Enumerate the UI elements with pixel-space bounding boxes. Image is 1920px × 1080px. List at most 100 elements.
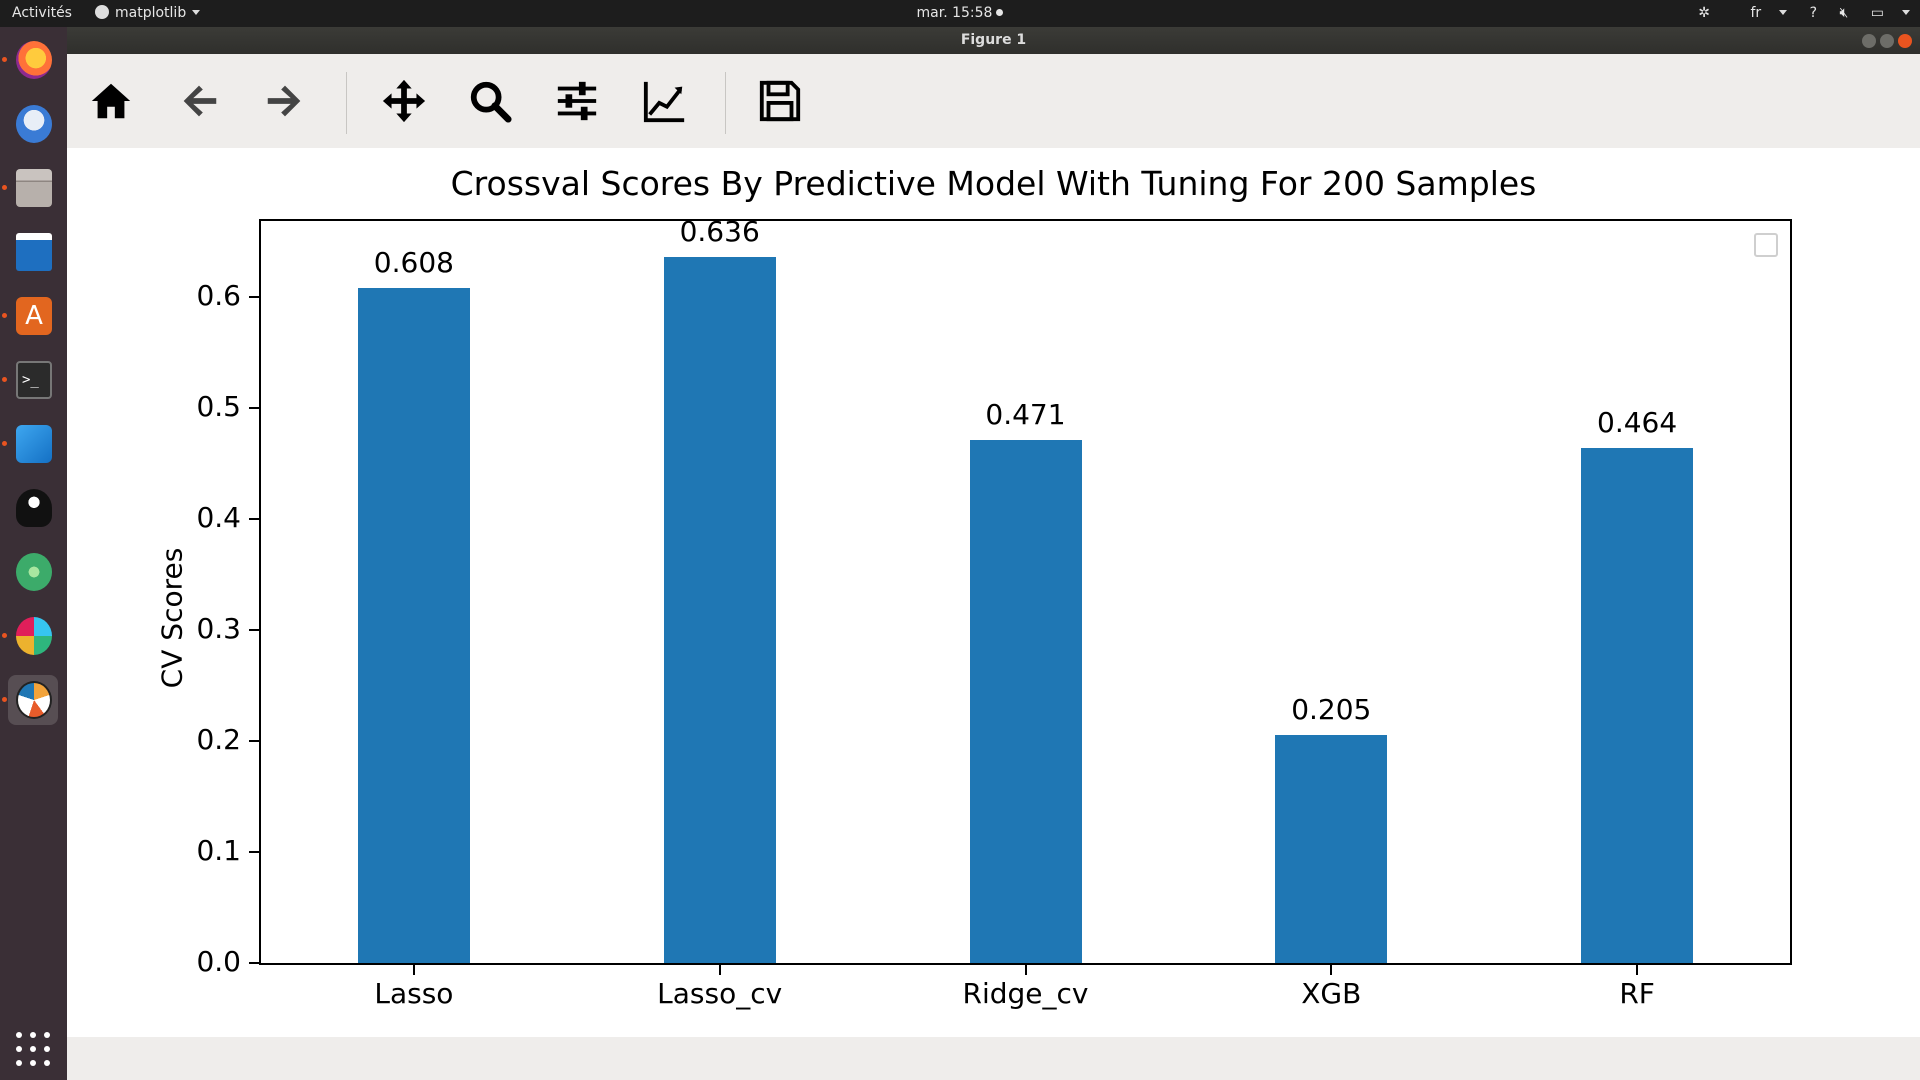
y-tick-label: 0.1 <box>196 833 241 867</box>
bar-lasso <box>357 287 470 963</box>
edit-axes-button[interactable] <box>637 73 693 129</box>
dock-item-software[interactable]: A <box>2 291 58 341</box>
show-applications-icon[interactable] <box>16 1032 50 1066</box>
dock-item-vscode[interactable] <box>2 419 58 469</box>
dock-item-thunderbird[interactable] <box>8 99 58 149</box>
matplotlib-app-icon <box>95 5 109 19</box>
y-tick-label: 0.6 <box>196 278 241 312</box>
firefox-icon <box>16 41 52 79</box>
y-tick-mark <box>249 295 259 298</box>
toolbar-separator <box>725 72 726 134</box>
dock-item-slack[interactable] <box>2 611 58 661</box>
clock[interactable]: mar. 15:58 <box>0 0 1920 27</box>
dock-item-terminal[interactable]: >_ <box>2 355 58 405</box>
vscode-icon <box>16 425 52 463</box>
app-menu-label: matplotlib <box>115 5 187 21</box>
dock-item-atom[interactable] <box>8 547 58 597</box>
x-tick-mark <box>1330 965 1333 975</box>
slack-tray-icon[interactable]: ✲ <box>1698 5 1710 21</box>
chart-title: Crossval Scores By Predictive Model With… <box>450 164 1537 203</box>
pan-icon <box>382 79 426 123</box>
plot-axes <box>259 219 1792 965</box>
save-icon <box>759 80 801 122</box>
y-tick-mark <box>249 962 259 964</box>
figure-canvas[interactable]: Crossval Scores By Predictive Model With… <box>67 148 1920 1037</box>
dock-item-firefox[interactable] <box>2 35 58 85</box>
bar-value-label: 0.464 <box>1597 405 1678 439</box>
zoom-icon <box>470 81 512 123</box>
inkscape-icon <box>16 489 52 527</box>
running-indicator <box>2 185 7 190</box>
chevron-down-icon <box>192 10 201 15</box>
files-icon <box>16 169 52 207</box>
system-tray[interactable]: ✲ fr ? 🔇︎ ▭ <box>1680 0 1910 27</box>
activities-button[interactable]: Activités <box>12 5 72 21</box>
y-tick-label: 0.3 <box>196 611 241 645</box>
battery-icon[interactable]: ▭ <box>1871 5 1910 21</box>
y-tick-mark <box>249 406 259 409</box>
y-tick-label: 0.5 <box>196 389 241 423</box>
x-tick-label: RF <box>1619 977 1655 1010</box>
language-indicator[interactable]: fr <box>1732 5 1788 21</box>
running-indicator <box>2 441 7 446</box>
forward-icon <box>267 85 301 117</box>
running-indicator <box>2 377 7 382</box>
writer-icon <box>16 233 52 271</box>
chevron-down-icon <box>1779 10 1788 15</box>
x-tick-mark <box>1024 965 1027 975</box>
software-icon: A <box>16 297 52 335</box>
bar-rf <box>1581 447 1694 963</box>
dock-item-inkscape[interactable] <box>8 483 58 533</box>
back-icon <box>183 85 217 117</box>
help-icon[interactable]: ? <box>1809 5 1818 21</box>
maximize-button[interactable] <box>1880 34 1894 48</box>
bar-value-label: 0.608 <box>373 245 454 279</box>
terminal-icon: >_ <box>16 361 52 399</box>
subplots-button[interactable] <box>549 73 605 129</box>
legend <box>1754 233 1778 257</box>
running-indicator <box>2 633 7 638</box>
x-tick-mark <box>718 965 721 975</box>
chevron-down-icon <box>1902 10 1910 15</box>
slack-icon <box>16 617 52 655</box>
x-tick-label: Lasso <box>374 977 454 1010</box>
clock-label: mar. 15:58 <box>916 5 993 21</box>
back-button[interactable] <box>171 73 227 129</box>
close-button[interactable] <box>1898 34 1912 48</box>
running-indicator <box>2 57 7 62</box>
matplotlib-icon <box>16 681 52 719</box>
home-icon <box>91 83 131 119</box>
bar-value-label: 0.471 <box>985 397 1066 431</box>
window-title: Figure 1 <box>960 32 1027 48</box>
bar-value-label: 0.205 <box>1291 693 1372 727</box>
y-tick-label: 0.0 <box>196 945 241 978</box>
x-tick-label: Ridge_cv <box>962 977 1089 1010</box>
dock-item-writer[interactable] <box>8 227 58 277</box>
status-bar <box>67 1037 1920 1080</box>
y-tick-mark <box>249 739 259 742</box>
navigation-toolbar <box>67 54 1920 148</box>
x-tick-label: XGB <box>1301 977 1362 1010</box>
dock-item-matplotlib[interactable] <box>2 675 58 725</box>
forward-button[interactable] <box>257 73 313 129</box>
pan-button[interactable] <box>376 73 432 129</box>
bar-lasso-cv <box>663 256 776 963</box>
y-tick-mark <box>249 628 259 631</box>
save-button[interactable] <box>752 73 808 129</box>
minimize-button[interactable] <box>1862 34 1876 48</box>
y-tick-mark <box>249 850 259 853</box>
bar-xgb <box>1275 735 1388 963</box>
dock-item-files[interactable] <box>2 163 58 213</box>
x-tick-mark <box>412 965 415 975</box>
toolbar-separator <box>346 72 347 134</box>
home-button[interactable] <box>83 73 139 129</box>
y-tick-label: 0.2 <box>196 722 241 756</box>
x-tick-mark <box>1636 965 1639 975</box>
volume-muted-icon[interactable]: 🔇︎ <box>1839 5 1849 21</box>
zoom-button[interactable] <box>462 73 518 129</box>
axes-edit-icon <box>643 81 685 123</box>
bar-ridge-cv <box>969 439 1082 963</box>
window-titlebar[interactable]: Figure 1 <box>67 27 1920 54</box>
x-tick-label: Lasso_cv <box>657 977 783 1010</box>
app-menu[interactable]: matplotlib <box>95 0 201 27</box>
